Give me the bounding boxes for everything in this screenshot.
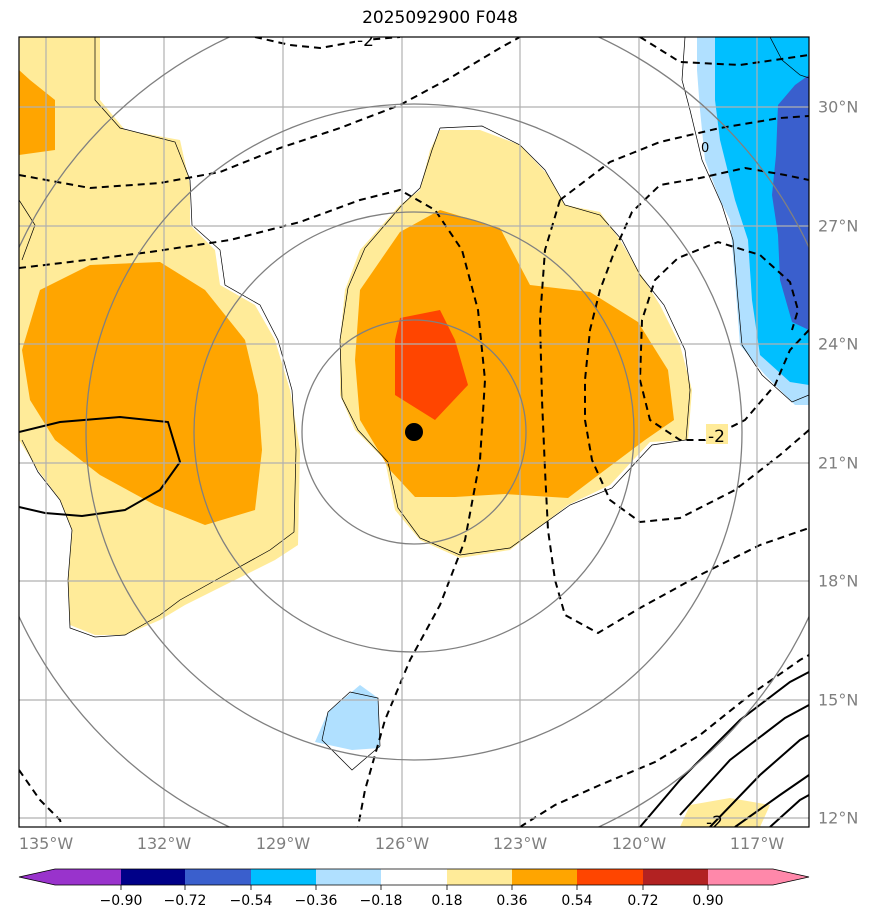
range-rings bbox=[19, 37, 809, 827]
colorbar-segment bbox=[251, 869, 316, 885]
contour-label-bg bbox=[355, 37, 373, 50]
colorbar-tick-label: 0.72 bbox=[627, 893, 659, 909]
map-title: 2025092900 F048 bbox=[362, 8, 518, 28]
lat-label: 27°N bbox=[818, 216, 859, 236]
colorbar-segment bbox=[708, 869, 773, 885]
contour-label-d: -2 bbox=[706, 813, 723, 833]
colorbar-segment bbox=[121, 869, 185, 885]
positive-shading-red bbox=[395, 310, 468, 420]
colorbar-tick-label: −0.36 bbox=[294, 893, 338, 909]
positive-shading-orange bbox=[19, 70, 674, 525]
lon-label: 132°W bbox=[136, 834, 192, 853]
colorbar-tick-label: −0.18 bbox=[359, 893, 403, 909]
lat-label: 15°N bbox=[818, 690, 859, 710]
map-frame bbox=[18, 36, 810, 828]
colorbar-segment bbox=[447, 869, 512, 885]
colorbar-tick-label: −0.90 bbox=[99, 893, 143, 909]
colorbar-tick-label: −0.54 bbox=[229, 893, 273, 909]
lon-label: 129°W bbox=[255, 834, 311, 853]
colorbar-segment bbox=[512, 869, 577, 885]
colorbar-segment bbox=[55, 869, 121, 885]
contour-label-bg bbox=[706, 424, 728, 444]
lon-label: 117°W bbox=[729, 834, 785, 853]
colorbar-tick-label: −0.72 bbox=[163, 893, 207, 909]
colorbar-outline bbox=[18, 868, 810, 886]
lat-label: 18°N bbox=[818, 571, 859, 591]
colorbar-segment bbox=[381, 869, 447, 885]
contour-labels: -2 0 -2 -2 bbox=[355, 31, 728, 833]
colorbar-segment bbox=[577, 869, 643, 885]
lat-label: 24°N bbox=[818, 334, 859, 354]
storm-center-marker bbox=[405, 423, 423, 441]
lat-label: 30°N bbox=[818, 97, 859, 117]
lat-label: 21°N bbox=[818, 453, 859, 473]
colorbar-tick-label: 0.54 bbox=[561, 893, 593, 909]
dashed-negative-contours bbox=[19, 37, 809, 827]
colorbar bbox=[18, 868, 810, 890]
colorbar-extend-high bbox=[773, 869, 809, 885]
map-area: -2 0 -2 -2 bbox=[19, 31, 809, 833]
lon-label: 135°W bbox=[18, 834, 74, 853]
contour-label-b: 0 bbox=[701, 141, 709, 156]
colorbar-tick-label: 0.36 bbox=[496, 893, 528, 909]
colorbar-segment bbox=[643, 869, 708, 885]
negative-shading-royal-blue bbox=[772, 75, 809, 330]
thin-zero-contours bbox=[19, 37, 809, 771]
lat-lon-gridlines bbox=[19, 37, 809, 827]
colorbar-extend-low bbox=[19, 869, 55, 885]
colorbar-tick-label: 0.90 bbox=[692, 893, 724, 909]
contour-label-c: -2 bbox=[708, 427, 725, 447]
lon-label: 126°W bbox=[374, 834, 430, 853]
colorbar-tick-label: 0.18 bbox=[431, 893, 463, 909]
lon-label: 120°W bbox=[611, 834, 667, 853]
contour-label-a: -2 bbox=[357, 31, 374, 51]
colorbar-segment bbox=[316, 869, 381, 885]
lon-label: 123°W bbox=[492, 834, 548, 853]
lat-label: 12°N bbox=[818, 808, 859, 828]
colorbar-segment bbox=[185, 869, 251, 885]
